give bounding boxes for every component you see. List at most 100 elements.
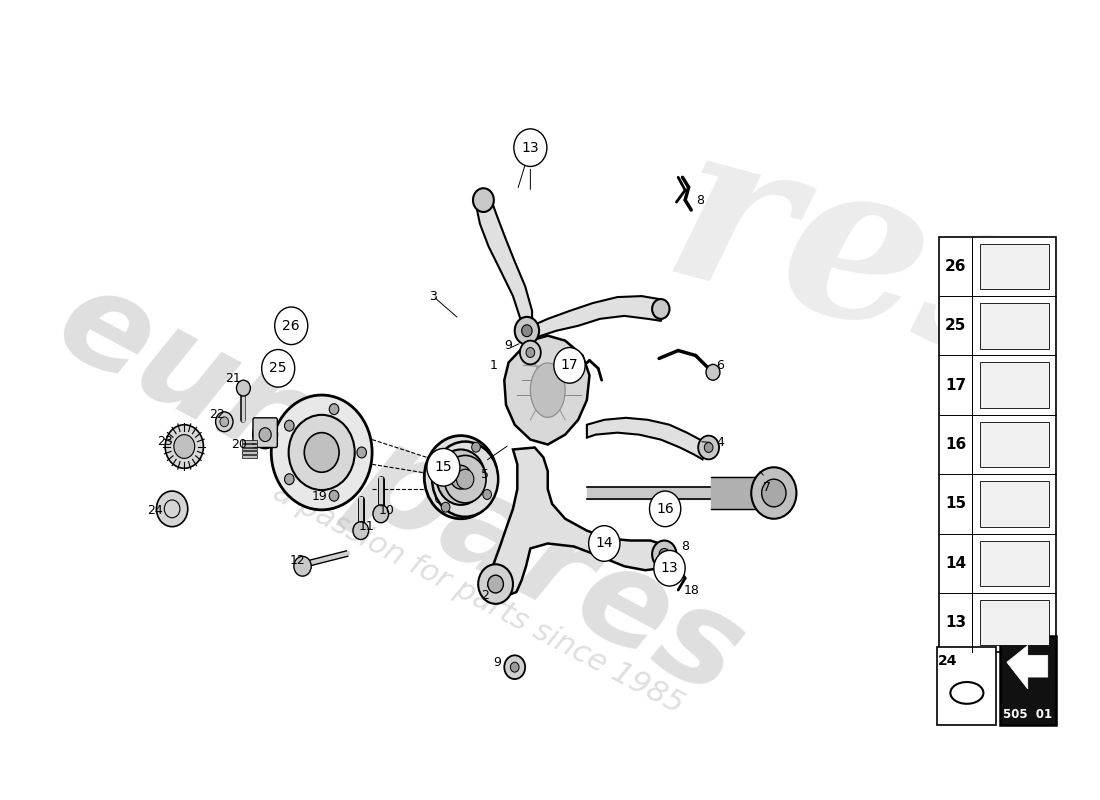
- Circle shape: [272, 395, 372, 510]
- Circle shape: [356, 447, 366, 458]
- FancyBboxPatch shape: [939, 237, 1056, 652]
- Circle shape: [653, 550, 685, 586]
- FancyBboxPatch shape: [242, 447, 257, 450]
- Circle shape: [472, 442, 481, 452]
- Text: 17: 17: [561, 358, 579, 372]
- Text: 5: 5: [481, 468, 490, 481]
- Text: 2: 2: [481, 590, 490, 602]
- Text: 10: 10: [379, 504, 395, 518]
- Text: 19: 19: [312, 490, 328, 503]
- Circle shape: [288, 415, 354, 490]
- Text: 17: 17: [945, 378, 966, 393]
- Text: 20: 20: [231, 438, 248, 451]
- FancyBboxPatch shape: [242, 439, 257, 442]
- Circle shape: [444, 455, 486, 503]
- Text: 11: 11: [359, 520, 375, 533]
- Circle shape: [441, 502, 450, 512]
- Text: 23: 23: [157, 435, 173, 448]
- Circle shape: [478, 564, 513, 604]
- Text: 25: 25: [945, 318, 966, 334]
- Circle shape: [652, 299, 670, 319]
- Circle shape: [706, 364, 719, 380]
- Text: 16: 16: [657, 502, 674, 516]
- FancyBboxPatch shape: [980, 422, 1049, 467]
- Circle shape: [504, 655, 525, 679]
- Polygon shape: [433, 451, 490, 504]
- Circle shape: [305, 433, 339, 472]
- Text: 7: 7: [763, 481, 771, 494]
- Circle shape: [698, 436, 719, 459]
- Text: 25: 25: [270, 362, 287, 375]
- FancyBboxPatch shape: [937, 647, 997, 725]
- Circle shape: [253, 421, 277, 449]
- Polygon shape: [1006, 646, 1047, 689]
- Circle shape: [515, 317, 539, 345]
- FancyBboxPatch shape: [980, 481, 1049, 526]
- FancyBboxPatch shape: [242, 443, 257, 446]
- Circle shape: [761, 479, 786, 507]
- Circle shape: [456, 470, 474, 489]
- Text: res: res: [648, 107, 1074, 416]
- Text: 1: 1: [490, 359, 498, 372]
- Circle shape: [704, 442, 713, 453]
- Circle shape: [174, 434, 195, 458]
- Text: 6: 6: [716, 359, 724, 372]
- FancyBboxPatch shape: [253, 418, 277, 447]
- Text: 22: 22: [209, 408, 226, 422]
- Circle shape: [373, 505, 388, 522]
- Circle shape: [285, 420, 294, 431]
- Circle shape: [436, 454, 442, 462]
- Circle shape: [473, 188, 494, 212]
- Text: 14: 14: [945, 556, 966, 570]
- Text: 9: 9: [494, 656, 502, 669]
- Circle shape: [353, 522, 369, 539]
- Circle shape: [588, 526, 620, 562]
- Circle shape: [652, 541, 676, 568]
- Text: 12: 12: [289, 554, 305, 567]
- Circle shape: [432, 442, 498, 517]
- Circle shape: [450, 466, 471, 489]
- Circle shape: [751, 467, 796, 518]
- Text: 26: 26: [283, 318, 300, 333]
- Circle shape: [275, 307, 308, 345]
- Circle shape: [520, 341, 541, 364]
- Circle shape: [425, 436, 497, 518]
- FancyBboxPatch shape: [242, 451, 257, 454]
- FancyBboxPatch shape: [242, 455, 257, 458]
- Text: 505  01: 505 01: [1003, 708, 1053, 721]
- Circle shape: [430, 455, 439, 465]
- FancyBboxPatch shape: [1000, 635, 1056, 725]
- Circle shape: [220, 417, 229, 426]
- FancyBboxPatch shape: [980, 244, 1049, 289]
- Polygon shape: [492, 447, 668, 596]
- Circle shape: [521, 325, 532, 337]
- Text: 24: 24: [938, 654, 957, 668]
- Circle shape: [165, 425, 204, 468]
- Circle shape: [436, 495, 442, 503]
- Text: 13: 13: [661, 562, 679, 575]
- Polygon shape: [587, 418, 707, 459]
- Text: 15: 15: [434, 460, 452, 474]
- Circle shape: [236, 380, 251, 396]
- Text: 16: 16: [945, 437, 966, 452]
- Text: 14: 14: [595, 537, 613, 550]
- Text: 9: 9: [505, 339, 513, 352]
- Circle shape: [427, 449, 460, 486]
- Circle shape: [483, 490, 492, 499]
- Text: 18: 18: [684, 583, 700, 597]
- Circle shape: [480, 495, 486, 503]
- FancyBboxPatch shape: [980, 362, 1049, 408]
- Text: 4: 4: [716, 436, 724, 449]
- Circle shape: [260, 428, 272, 442]
- Text: europares: europares: [36, 255, 763, 722]
- Text: 3: 3: [429, 290, 437, 302]
- Polygon shape: [504, 336, 590, 445]
- Text: 15: 15: [945, 497, 966, 511]
- Polygon shape: [532, 296, 666, 338]
- Text: 26: 26: [945, 259, 966, 274]
- FancyBboxPatch shape: [980, 303, 1049, 349]
- Circle shape: [329, 404, 339, 414]
- Circle shape: [487, 575, 504, 593]
- Circle shape: [294, 556, 311, 576]
- Circle shape: [514, 129, 547, 166]
